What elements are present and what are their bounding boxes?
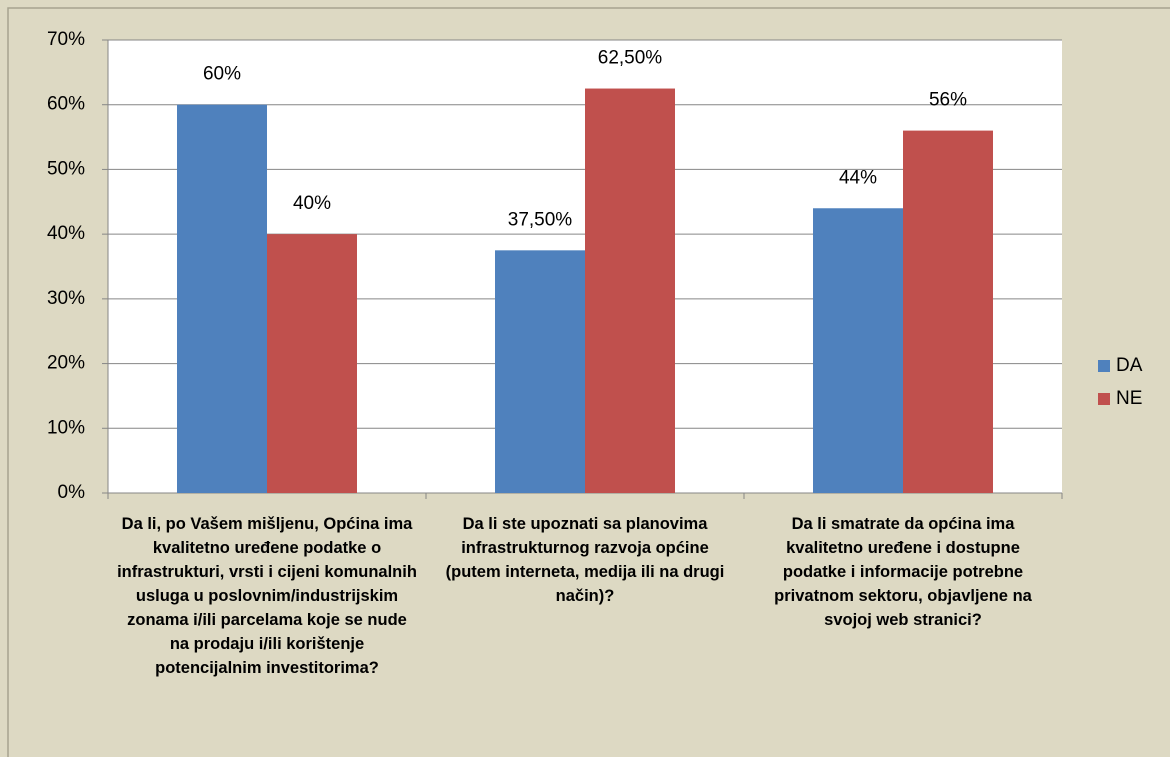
legend-label: DA	[1116, 355, 1143, 376]
bar	[903, 130, 993, 493]
y-tick-label: 70%	[47, 29, 85, 50]
y-tick-label: 60%	[47, 94, 85, 115]
y-tick-label: 0%	[58, 482, 86, 503]
bar	[813, 208, 903, 493]
y-tick-label: 10%	[47, 417, 85, 438]
bar	[267, 234, 357, 493]
bar	[177, 104, 267, 493]
data-label: 44%	[839, 167, 877, 188]
data-label: 62,50%	[598, 48, 663, 69]
bar	[495, 250, 585, 493]
y-tick-label: 20%	[47, 353, 85, 374]
data-label: 40%	[293, 193, 331, 214]
legend-label: NE	[1116, 388, 1142, 409]
chart-border	[7, 7, 1170, 757]
data-label: 56%	[929, 90, 967, 111]
x-tick-label: Da li smatrate da općina ima kvalitetno …	[774, 515, 1032, 629]
data-label: 37,50%	[508, 209, 573, 230]
legend-swatch	[1098, 360, 1110, 372]
data-label: 60%	[203, 64, 241, 85]
bar	[585, 88, 675, 494]
y-tick-label: 40%	[47, 223, 85, 244]
y-tick-label: 30%	[47, 288, 85, 309]
legend-swatch	[1098, 393, 1110, 405]
x-tick-label: Da li ste upoznati sa planovima infrastr…	[445, 515, 725, 605]
x-tick-label: Da li, po Vašem mišljenu, Općina ima kva…	[117, 515, 417, 677]
y-tick-label: 50%	[47, 158, 85, 179]
